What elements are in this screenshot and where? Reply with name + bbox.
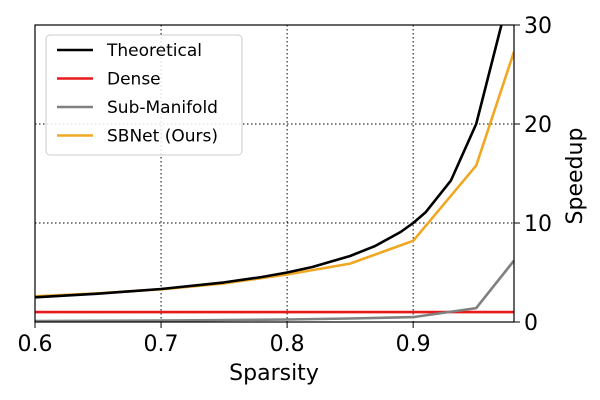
y-tick-label: 10 — [524, 212, 552, 237]
legend: Theoretical Dense Sub-Manifold SBNet (Ours) — [45, 34, 243, 156]
y-tick-label: 0 — [524, 311, 538, 336]
legend-label-theoretical: Theoretical — [106, 41, 202, 61]
legend-label-sbnet-ours: SBNet (Ours) — [107, 127, 218, 147]
legend-label-sub-manifold: Sub-Manifold — [107, 98, 218, 118]
series-line-theoretical — [35, 25, 503, 299]
series-lines — [35, 25, 514, 322]
legend-label-dense: Dense — [107, 70, 161, 90]
x-tick-label: 0.9 — [396, 332, 431, 357]
y-axis-label: Speedup — [563, 128, 588, 225]
y-tick-label: 30 — [524, 14, 552, 39]
x-tick-label: 0.8 — [270, 332, 305, 357]
legend-box — [45, 34, 243, 156]
x-tick-label: 0.6 — [18, 332, 53, 357]
x-axis-label: Sparsity — [229, 361, 319, 386]
plot-frame — [34, 24, 515, 323]
series-line-sub-manifold — [35, 259, 514, 322]
axis-ticks: 0.6 0.7 0.8 0.9 0 10 20 30 — [18, 14, 553, 357]
x-tick-label: 0.7 — [144, 332, 179, 357]
y-tick-label: 20 — [524, 113, 552, 138]
